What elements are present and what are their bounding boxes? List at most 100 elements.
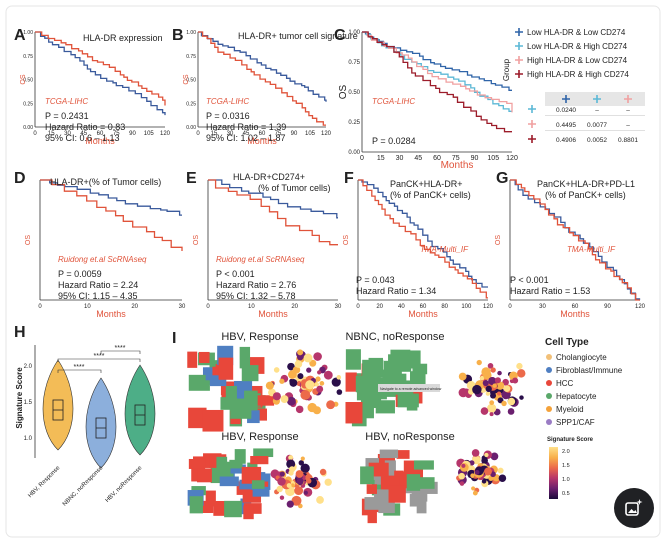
panel-D: D 0 10 20 30 Months OS HLA-DR+(% of Tumor cells… <box>14 170 186 319</box>
score-spot <box>287 362 295 371</box>
x-tick-label: 30 <box>539 304 546 310</box>
y-tick-label: 1.5 <box>24 400 33 406</box>
legend-title: Cell Type <box>545 337 589 348</box>
x-axis-label: Months <box>441 160 474 171</box>
ptable-cell: – <box>626 107 630 114</box>
score-spot <box>485 391 491 396</box>
score-spot <box>291 495 302 506</box>
x-tick-label: 45 <box>80 131 87 137</box>
score-tick: 1.5 <box>562 463 570 469</box>
legend-marker <box>515 56 523 64</box>
edit-image-button[interactable] <box>614 488 654 528</box>
x-tick-label: 90 <box>291 131 298 137</box>
ptable-cell: – <box>595 107 599 114</box>
group-label: HBV, Response <box>27 465 62 500</box>
score-spot <box>313 352 322 361</box>
tissue-patch <box>345 372 357 392</box>
panel-title: HLA-DR+ tumor cell signature <box>238 31 358 41</box>
y-tick-label: 0.50 <box>186 78 196 84</box>
score-spot <box>300 390 311 400</box>
x-axis-label: Months <box>408 309 438 319</box>
x-tick-label: 0 <box>356 304 360 310</box>
cell-type-swatch <box>546 393 552 399</box>
score-spot <box>305 380 315 390</box>
x-tick-label: 80 <box>441 304 448 310</box>
score-spot <box>294 360 303 368</box>
x-tick-label: 105 <box>487 155 499 162</box>
x-tick-label: 90 <box>604 304 611 310</box>
x-tick-label: 0 <box>38 304 42 310</box>
confidence-interval: 95% CI: 1.02 – 1.87 <box>206 133 286 143</box>
score-spot <box>489 412 494 417</box>
hazard-ratio: Hazard Ratio = 1.53 <box>510 286 590 296</box>
section-title: HBV, Response <box>221 331 298 343</box>
x-axis-label: Months <box>258 309 288 319</box>
x-tick-label: 75 <box>275 131 282 137</box>
add-photo-icon <box>625 499 643 516</box>
ptable-cell: 0.4906 <box>556 137 576 144</box>
tissue-patch <box>222 461 234 478</box>
score-spot <box>319 468 327 476</box>
tissue-patch <box>413 460 434 470</box>
tissue-patch <box>390 349 411 363</box>
score-spot <box>300 463 310 473</box>
score-spot <box>326 400 335 410</box>
score-spot <box>319 381 325 386</box>
x-tick-label: 75 <box>452 155 460 162</box>
x-tick-label: 15 <box>48 131 55 137</box>
p-value: P = 0.0059 <box>58 269 102 279</box>
km-curve <box>35 31 166 116</box>
tissue-patch <box>252 486 270 497</box>
panel-letter: E <box>186 170 197 187</box>
cohort-label: TCGA-LIHC <box>372 97 415 106</box>
p-value: P = 0.043 <box>356 275 395 285</box>
score-spot <box>492 383 497 388</box>
score-spot <box>480 407 489 415</box>
tissue-patch <box>198 351 210 364</box>
y-tick-label: 0.00 <box>186 125 196 131</box>
score-spot <box>458 472 466 480</box>
score-spot <box>286 459 296 469</box>
score-tick: 1.0 <box>562 477 570 483</box>
tissue-patch <box>345 349 361 370</box>
score-spot <box>476 359 482 366</box>
ptable-cell: 0.0240 <box>556 107 576 114</box>
score-spot <box>472 384 482 395</box>
cell-type-label: Fibroblast/Immune <box>556 366 623 375</box>
cell-type-label: HCC <box>556 379 574 388</box>
score-spot <box>481 479 487 484</box>
km-curve <box>40 179 183 251</box>
score-spot <box>501 400 507 407</box>
score-colorbar <box>549 447 558 499</box>
panel-title: PanCK+HLA-DR+PD-L1 <box>537 179 635 189</box>
tissue-patch <box>197 468 212 483</box>
y-tick-label: 1.00 <box>348 30 360 36</box>
y-tick-label: 0.00 <box>23 125 33 131</box>
cell-type-swatch <box>546 380 552 386</box>
ptable-col-marker <box>624 95 632 103</box>
tissue-patch <box>384 460 396 476</box>
sig-bracket <box>57 369 102 373</box>
x-tick-label: 120 <box>506 155 518 162</box>
km-curve <box>198 31 327 102</box>
cell-type-label: Myeloid <box>556 405 584 414</box>
tissue-patch <box>253 448 274 458</box>
tissue-patch <box>188 407 207 429</box>
tissue-patch <box>366 484 377 494</box>
x-tick-label: 20 <box>376 304 383 310</box>
km-curve <box>358 179 488 288</box>
tissue-patch <box>243 505 254 520</box>
score-spot <box>323 370 333 380</box>
tissue-patch <box>409 350 421 369</box>
cohort-label: TCGA-LIHC <box>45 97 88 106</box>
tissue-patch <box>375 490 386 501</box>
tissue-patch <box>409 371 426 386</box>
y-tick-label: 0.00 <box>348 150 360 156</box>
cell-type-label: Hepatocyte <box>556 392 597 401</box>
score-spot <box>279 378 285 384</box>
score-spot <box>470 473 475 478</box>
y-tick-label: 2.0 <box>24 364 33 370</box>
x-tick-label: 0 <box>360 155 364 162</box>
score-tick: 0.5 <box>562 491 570 497</box>
